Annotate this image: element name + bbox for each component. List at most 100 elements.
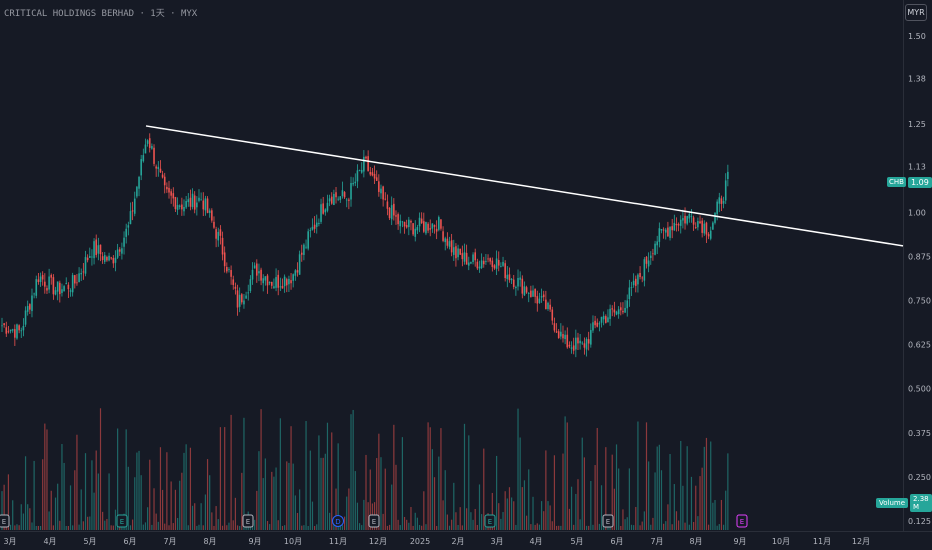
candle-body [114, 257, 117, 263]
candle-body [632, 280, 635, 286]
candle-body [123, 237, 125, 247]
candle-body [534, 288, 536, 297]
volume-bar [560, 525, 562, 530]
volume-bar [496, 455, 498, 530]
candle-body [112, 257, 115, 264]
volume-bar [592, 524, 594, 530]
candle-body [9, 329, 12, 332]
earnings-marker-icon [602, 514, 614, 528]
candle-body [341, 190, 344, 197]
candle-body [37, 279, 40, 282]
volume-bar [590, 481, 592, 530]
candle-body [3, 323, 5, 325]
volume-bar [399, 525, 401, 530]
candle-body [131, 210, 134, 212]
volume-bar [52, 525, 54, 530]
candle-body [652, 253, 654, 255]
candle-body [363, 156, 365, 172]
candle-body [328, 198, 331, 202]
candle-body [5, 327, 8, 334]
candle-body [517, 277, 519, 287]
candle-body [50, 274, 53, 278]
candle-body [174, 197, 177, 210]
candle-body [52, 277, 55, 295]
candle-body [557, 331, 560, 338]
volume-bar [108, 473, 110, 530]
volume-bar [502, 512, 504, 530]
candle-body [390, 205, 393, 220]
candle-body [435, 228, 438, 232]
candle-body [159, 168, 162, 173]
candle-body [620, 307, 622, 311]
candle-body [523, 286, 526, 296]
volume-bar [18, 525, 20, 530]
candle-body [148, 138, 151, 148]
volume-bar [91, 460, 93, 530]
candle-body [446, 238, 449, 246]
volume-bar [181, 472, 183, 530]
candle-body [14, 329, 16, 338]
candle-body [281, 286, 284, 289]
candle-body [697, 221, 699, 228]
event-marker-label: E [120, 518, 124, 526]
volume-bar [348, 488, 350, 530]
candle-body [352, 183, 354, 185]
candle-body [617, 309, 620, 315]
volume-bar [453, 482, 455, 530]
candle-body [384, 198, 387, 200]
volume-bar [515, 524, 517, 530]
candle-body [80, 272, 83, 275]
candle-body [232, 279, 235, 285]
candle-body [410, 220, 412, 223]
candle-body [626, 300, 629, 309]
volume-bar [33, 460, 35, 530]
candle-body [264, 276, 267, 281]
currency-button[interactable]: MYR [905, 4, 927, 21]
candle-body [669, 226, 671, 238]
candle-body [553, 323, 556, 331]
candle-body [408, 219, 410, 228]
candle-body [712, 222, 714, 230]
volume-bar [725, 490, 727, 530]
volume-bar [204, 494, 207, 530]
candle-body [343, 192, 346, 198]
volume-bar [459, 507, 461, 530]
candle-body [433, 225, 436, 227]
volume-bar [673, 484, 675, 530]
volume-bar [622, 509, 624, 530]
candle-body [566, 334, 569, 348]
x-tick-label: 11月 [329, 537, 347, 546]
candle-body [474, 252, 476, 261]
volume-bar [579, 519, 581, 530]
volume-bar [311, 501, 314, 530]
volume-bar [444, 470, 446, 530]
candle-body [705, 222, 708, 235]
candle-body [270, 281, 273, 286]
candle-body [125, 228, 127, 237]
x-tick-label: 5月 [83, 537, 96, 546]
volume-bar [570, 486, 573, 530]
volume-bar [97, 473, 99, 530]
candle-body [416, 227, 419, 231]
volume-bar [391, 484, 393, 530]
candle-body [628, 287, 631, 300]
volume-bar [166, 452, 168, 530]
volume-bar [671, 524, 673, 530]
candle-body [508, 274, 511, 281]
volume-bar [219, 427, 221, 530]
volume-bar [112, 525, 114, 530]
y-tick-label: 0.750 [908, 297, 931, 306]
volume-bar [635, 506, 637, 530]
y-tick-label: 1.38 [908, 74, 926, 83]
x-tick-label: 9月 [248, 537, 261, 546]
candle-body [136, 186, 138, 197]
volume-bar [500, 518, 502, 530]
candle-body [163, 176, 166, 186]
candle-body [226, 266, 228, 272]
volume-bar [279, 418, 281, 530]
volume-bar [397, 519, 399, 530]
x-tick-label: 12月 [852, 537, 870, 546]
volume-bar [547, 501, 549, 530]
volume-bar [363, 499, 365, 530]
